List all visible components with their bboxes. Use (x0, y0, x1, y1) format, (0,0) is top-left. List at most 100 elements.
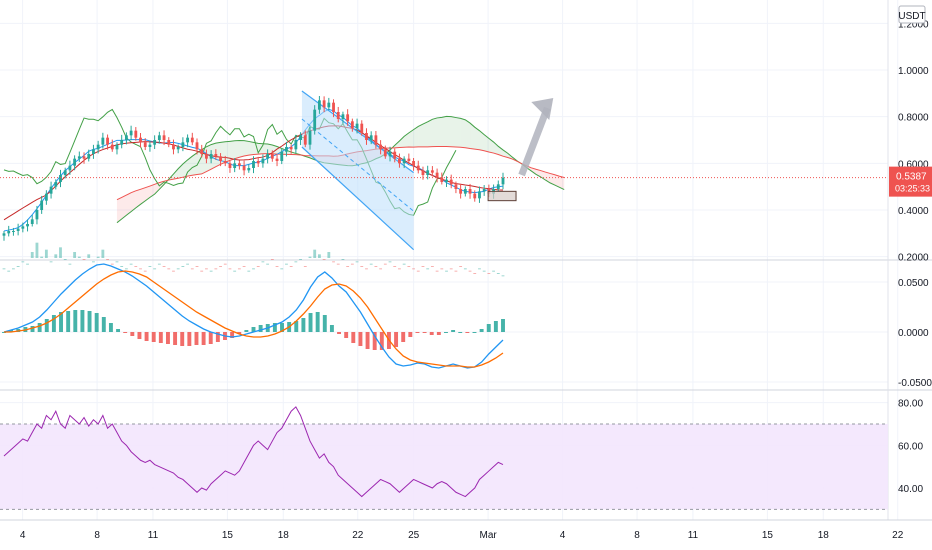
price-tick-label: 1.2000 (898, 19, 929, 30)
price-axis[interactable]: 0.2000 0.4000 0.6000 0.8000 1.0000 1.2000 0.53… (889, 19, 932, 495)
candle (280, 151, 284, 161)
rsi-tick-label: 40.00 (898, 484, 923, 495)
macd-histogram-bar (237, 332, 242, 334)
volume-bar (332, 261, 335, 263)
kumo-segment (140, 187, 146, 205)
time-tick-label: 18 (818, 530, 830, 541)
macd-histogram-bar (194, 332, 199, 345)
volume-bar (195, 266, 199, 267)
rsi-pane[interactable] (0, 406, 888, 510)
volume-bar (101, 249, 105, 258)
macd-histogram-bar (280, 323, 284, 332)
time-tick-label: 25 (408, 530, 420, 541)
candle (77, 156, 81, 159)
volume-bar (219, 266, 222, 267)
candle (2, 233, 6, 236)
macd-histogram-bar (358, 332, 363, 346)
candle (393, 151, 397, 159)
candle (92, 149, 95, 154)
time-tick-label: 4 (560, 530, 566, 541)
macd-pane[interactable] (2, 263, 505, 369)
kumo-segment (173, 168, 179, 180)
currency-label[interactable]: USDT (898, 11, 925, 22)
candle (167, 140, 171, 145)
candle (365, 133, 368, 140)
volume-bar (398, 268, 401, 270)
countdown-label: 03:25:33 (895, 184, 930, 194)
macd-histogram-bar (258, 325, 263, 332)
volume-bar (190, 268, 194, 270)
macd-histogram-bar (401, 332, 406, 342)
volume-bar (30, 252, 34, 258)
volume-bar (124, 268, 128, 270)
macd-histogram-bar (44, 319, 49, 332)
candle (482, 189, 486, 192)
time-tick-label: 22 (352, 530, 364, 541)
macd-histogram-bar (465, 332, 470, 333)
macd-histogram-bar (108, 323, 113, 332)
macd-histogram-bar (73, 310, 78, 332)
candle (124, 135, 128, 140)
volume-bar (336, 263, 340, 265)
candle (139, 137, 142, 143)
time-tick-label: 4 (20, 530, 26, 541)
candle (120, 140, 124, 145)
support-box (487, 190, 517, 202)
macd-histogram-bar (173, 332, 178, 345)
currency-box[interactable] (898, 5, 926, 24)
price-pane[interactable] (0, 90, 888, 277)
macd-histogram-bar (158, 332, 163, 343)
volume-bar (473, 273, 477, 274)
kumo-segment (154, 182, 160, 195)
volume-bar (294, 261, 298, 263)
macd-histogram-bar (37, 323, 42, 332)
kumo-segment (559, 176, 565, 190)
candle (313, 109, 317, 131)
kumo-segment (234, 140, 240, 159)
kumo-segment (465, 119, 471, 149)
kumo-segment (441, 116, 447, 147)
candle (275, 158, 279, 161)
volume-bar (346, 266, 350, 267)
volume-bar (482, 270, 486, 272)
channel-mid (301, 118, 414, 212)
candle (87, 154, 91, 159)
volume-bar (172, 270, 175, 272)
kumo-segment (116, 197, 122, 223)
candle (421, 170, 425, 175)
candle (49, 186, 53, 194)
volume-bar (143, 270, 147, 272)
volume-bar (106, 259, 109, 260)
volume-bar (266, 263, 270, 265)
macd-histogram-bar (337, 332, 342, 334)
candle (355, 123, 359, 129)
kumo-segment (145, 186, 150, 201)
candle (459, 189, 463, 194)
candle (336, 112, 340, 119)
time-tick-label: 8 (94, 530, 100, 541)
volume-bar (2, 268, 6, 270)
kumo-segment (404, 132, 409, 148)
candle (134, 130, 138, 138)
candle (162, 135, 166, 140)
candle (412, 161, 415, 166)
macd-histogram-bar (94, 313, 99, 332)
volume-bar (393, 266, 397, 267)
kumo-segment (413, 126, 419, 148)
time-axis[interactable]: 4 8 11 15 18 22 25 Mar 4 8 11 15 18 22 (0, 519, 932, 541)
candle (82, 156, 86, 159)
volume-bar (322, 259, 326, 260)
volume-bar (289, 266, 293, 267)
macd-histogram-bar (379, 332, 384, 350)
kumo-segment (531, 167, 536, 175)
volume-bar (77, 256, 81, 258)
volume-bar (223, 263, 227, 265)
forecast-arrow (518, 106, 551, 177)
kumo-segment (550, 173, 555, 186)
last-price-label: 0.5387 (896, 172, 927, 183)
volume-bar (63, 259, 67, 260)
volume-bar (162, 266, 166, 267)
volume-bar (82, 259, 86, 260)
